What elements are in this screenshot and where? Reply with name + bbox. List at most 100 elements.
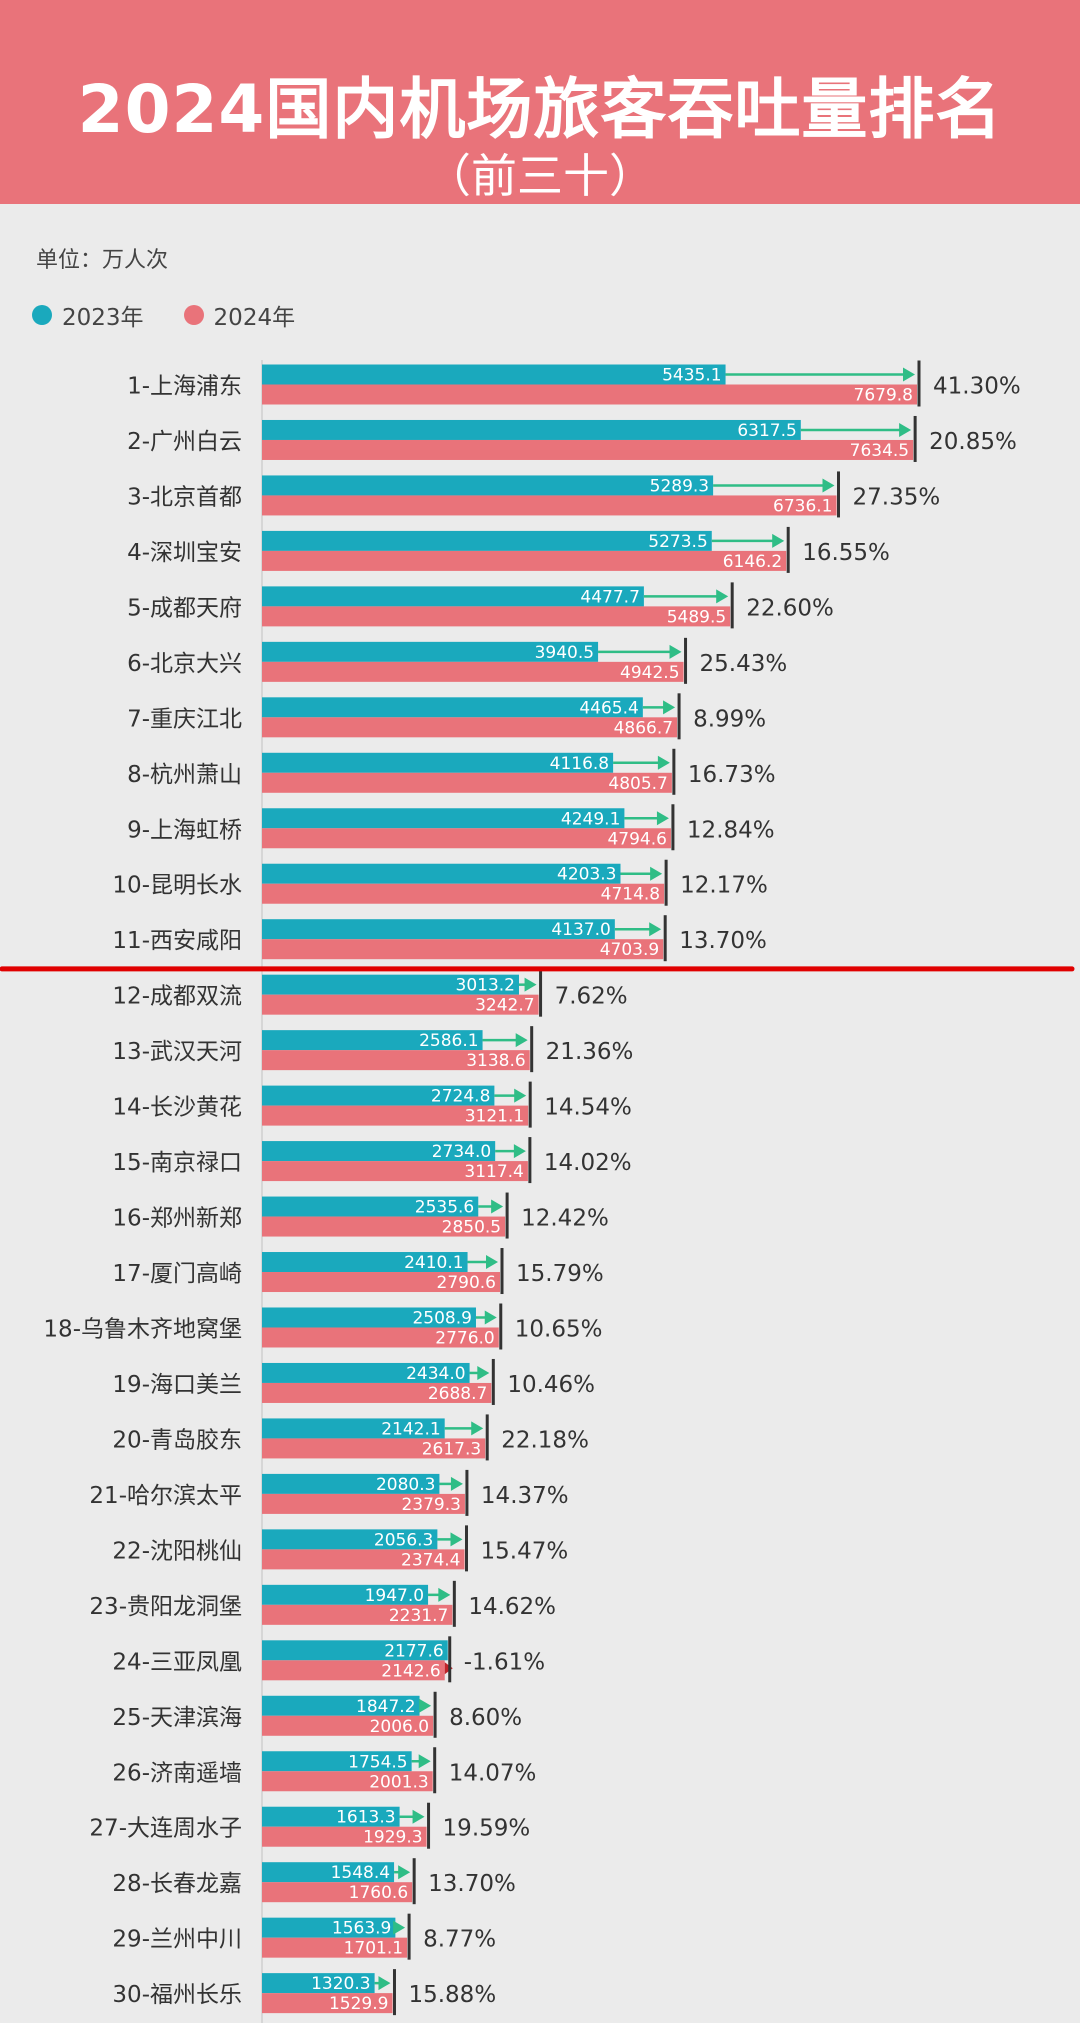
bar-2023 — [262, 1473, 440, 1494]
category-label: 27-大连周水子 — [89, 1816, 242, 1842]
bar-2024 — [262, 1771, 433, 1792]
growth-percent-label: 12.84% — [687, 817, 775, 843]
data-label-2024: 1529.9 — [329, 1994, 388, 2014]
growth-arrow-head — [486, 1255, 499, 1270]
growth-arrow-head — [378, 1976, 391, 1991]
category-label: 21-哈尔滨太平 — [89, 1483, 242, 1509]
bar-2023 — [262, 419, 801, 440]
data-label-2024: 2776.0 — [435, 1328, 494, 1348]
category-label: 23-贵阳龙洞堡 — [89, 1594, 242, 1620]
legend-item-2023: 2023年 — [32, 298, 144, 332]
bar-2024 — [262, 1826, 427, 1847]
growth-arrow-head — [438, 1587, 451, 1602]
bar-2023 — [262, 863, 621, 884]
growth-arrow-head — [471, 1421, 484, 1436]
growth-arrow-head — [663, 700, 676, 715]
bar-2024 — [262, 1993, 393, 2014]
bar-2023 — [262, 1917, 396, 1938]
data-label-2023: 2056.3 — [374, 1530, 433, 1550]
data-label-2023: 2410.1 — [404, 1253, 463, 1273]
legend-dot-2024 — [183, 305, 204, 325]
bar-2023 — [262, 364, 726, 385]
growth-percent-label: 15.88% — [408, 1982, 496, 2008]
category-label: 1-上海浦东 — [127, 374, 242, 400]
bar-2024 — [262, 439, 914, 460]
legend-dot-2023 — [32, 305, 52, 325]
legend-item-2024: 2024年 — [183, 298, 295, 332]
category-label: 11-西安咸阳 — [112, 928, 242, 954]
bar-2023 — [262, 1418, 445, 1439]
growth-arrow-head — [398, 1865, 411, 1880]
growth-percent-label: 25.43% — [700, 651, 788, 677]
data-label-2023: 5289.3 — [650, 476, 709, 496]
growth-arrow-head — [393, 1920, 406, 1935]
bar-2024 — [262, 1105, 529, 1126]
category-label: 5-成都天府 — [127, 595, 242, 621]
bar-2024 — [262, 384, 917, 405]
data-label-2023: 5273.5 — [648, 532, 707, 552]
category-label: 9-上海虹桥 — [127, 817, 242, 843]
bar-2024 — [262, 661, 684, 682]
growth-percent-label: 21.36% — [546, 1039, 634, 1065]
data-label-2024: 5489.5 — [667, 607, 726, 627]
growth-arrow-head — [484, 1310, 497, 1325]
bar-2023 — [262, 1307, 476, 1328]
growth-arrow-head — [450, 1476, 463, 1491]
data-label-2024: 1929.3 — [363, 1828, 422, 1848]
category-label: 22-沈阳桃仙 — [112, 1538, 242, 1564]
data-label-2024: 1701.1 — [344, 1939, 403, 1959]
bar-2023 — [262, 1030, 483, 1051]
bar-2024 — [262, 1493, 465, 1514]
data-label-2024: 2379.3 — [401, 1495, 460, 1515]
data-label-2024: 4714.8 — [601, 885, 660, 905]
growth-arrow-head — [649, 922, 662, 937]
bar-2024 — [262, 828, 671, 849]
growth-percent-label: 8.77% — [423, 1927, 496, 1953]
bar-2023 — [262, 1751, 412, 1772]
category-label: 7-重庆江北 — [127, 706, 242, 732]
data-label-2023: 4465.4 — [579, 698, 638, 718]
legend: 2023年 2024年 — [32, 298, 335, 332]
growth-arrow-head — [656, 811, 669, 826]
unit-label: 单位：万人次 — [36, 248, 169, 273]
bar-2024 — [262, 1438, 486, 1459]
bar-2024 — [262, 1272, 501, 1293]
legend-label-2023: 2023年 — [62, 305, 144, 331]
growth-arrow-head — [491, 1199, 504, 1214]
growth-arrow-head — [515, 1033, 528, 1048]
growth-percent-label: 13.70% — [679, 928, 767, 954]
bar-2023 — [262, 586, 644, 607]
bar-2024 — [262, 717, 678, 738]
data-label-2024: 2001.3 — [369, 1772, 428, 1792]
data-label-2023: 1563.9 — [332, 1919, 391, 1939]
category-label: 17-厦门高崎 — [112, 1261, 242, 1287]
data-label-2023: 2177.6 — [384, 1641, 443, 1661]
data-label-2023: 1548.4 — [331, 1863, 390, 1883]
bar-2023 — [262, 1640, 448, 1661]
data-label-2023: 2734.0 — [432, 1142, 491, 1162]
growth-arrow-head — [716, 589, 729, 604]
growth-arrow-head — [419, 1698, 432, 1713]
bar-2024 — [262, 883, 665, 904]
bar-2024 — [262, 1604, 453, 1625]
data-label-2024: 4794.6 — [607, 829, 666, 849]
growth-arrow-head — [899, 422, 912, 437]
growth-percent-label: 10.46% — [507, 1372, 595, 1398]
bar-2023 — [262, 1362, 470, 1383]
category-label: 25-天津滨海 — [112, 1705, 242, 1731]
category-label: 12-成都双流 — [112, 984, 242, 1010]
category-label: 18-乌鲁木齐地窝堡 — [43, 1316, 242, 1342]
data-label-2024: 6736.1 — [773, 496, 832, 516]
data-label-2024: 2142.6 — [381, 1661, 440, 1681]
bar-2024 — [262, 606, 731, 627]
chart-subtitle: （前三十） — [425, 149, 655, 203]
bar-2024 — [262, 1882, 413, 1903]
growth-percent-label: 19.59% — [443, 1816, 531, 1842]
bar-2023 — [262, 1529, 438, 1550]
bar-2023 — [262, 1252, 468, 1273]
category-label: 29-兰州中川 — [112, 1927, 242, 1953]
bar-2023 — [262, 697, 643, 718]
data-label-2024: 4866.7 — [614, 718, 673, 738]
data-label-2024: 2374.4 — [401, 1550, 460, 1570]
